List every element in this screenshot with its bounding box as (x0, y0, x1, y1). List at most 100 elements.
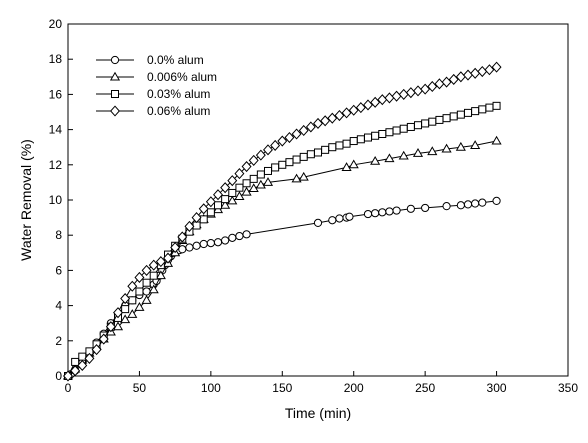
data-point (421, 203, 430, 213)
data-point (127, 280, 138, 292)
data-point (442, 114, 451, 123)
data-point (313, 218, 323, 227)
y-axis-title: Water Removal (%) (18, 139, 34, 261)
data-point (163, 252, 173, 264)
data-point (485, 103, 494, 112)
data-point (277, 135, 288, 147)
data-point (235, 231, 244, 241)
data-point (263, 144, 273, 156)
data-point (98, 333, 109, 345)
data-point (206, 239, 215, 248)
legend-label: 0.006% alum (147, 70, 217, 84)
y-tick-label: 16 (49, 87, 63, 101)
data-point (235, 183, 244, 192)
data-point (120, 314, 131, 324)
data-point (427, 146, 438, 156)
data-point (355, 102, 366, 114)
data-point (234, 168, 245, 180)
data-point (127, 309, 138, 318)
data-point (142, 278, 151, 287)
data-point (149, 271, 158, 280)
data-point (228, 233, 237, 242)
data-point (185, 243, 194, 252)
data-point (342, 139, 351, 148)
data-point (348, 159, 359, 169)
data-point (241, 161, 252, 173)
series-group (63, 61, 502, 382)
data-point (335, 214, 344, 223)
data-point (314, 148, 322, 157)
data-point (478, 198, 487, 207)
data-point (345, 212, 354, 221)
data-point (334, 109, 345, 122)
x-tick-label: 100 (201, 381, 221, 395)
data-point (348, 104, 359, 116)
data-point (220, 182, 231, 194)
legend-label: 0.03% alum (147, 87, 210, 101)
data-point (221, 236, 230, 245)
data-point (384, 92, 395, 104)
data-point (428, 117, 437, 126)
data-point (135, 287, 144, 296)
data-point (270, 139, 281, 151)
legend-label: 0.06% alum (147, 104, 210, 118)
x-tick-label: 300 (487, 381, 507, 395)
data-point (112, 321, 124, 331)
data-point (370, 155, 381, 165)
data-point (206, 208, 215, 217)
data-point (148, 259, 159, 271)
data-point (349, 137, 358, 146)
data-point (378, 208, 387, 217)
data-point (414, 121, 422, 130)
data-point (328, 216, 337, 225)
data-point (305, 121, 316, 133)
data-point (256, 170, 265, 179)
data-point (262, 177, 274, 186)
data-point (413, 85, 423, 97)
data-point (456, 201, 465, 210)
data-point (392, 126, 401, 135)
data-point (228, 188, 237, 197)
data-point (356, 135, 365, 144)
data-point (271, 163, 280, 172)
legend-marker (110, 105, 120, 117)
data-point (470, 140, 481, 149)
series-group (62, 135, 502, 380)
data-point (284, 131, 295, 144)
y-tick-label: 0 (55, 369, 62, 383)
data-point (321, 145, 330, 154)
data-point (435, 115, 444, 124)
data-point (477, 65, 488, 78)
data-point (427, 80, 438, 93)
data-point (456, 110, 465, 119)
data-point (199, 239, 208, 249)
x-tick-label: 0 (65, 381, 72, 395)
data-point (464, 108, 472, 117)
legend-label: 0.0% alum (147, 53, 204, 67)
data-point (191, 212, 202, 224)
y-tick-label: 14 (49, 123, 63, 137)
data-point (264, 166, 272, 175)
data-point (142, 287, 151, 296)
data-point (306, 150, 315, 159)
data-point (471, 107, 480, 116)
y-tick-label: 4 (55, 299, 62, 313)
data-point (341, 162, 352, 171)
data-point (285, 158, 294, 167)
data-point (405, 87, 416, 99)
data-point (170, 241, 181, 254)
data-point (313, 117, 323, 129)
data-point (391, 90, 402, 102)
data-point (198, 203, 209, 215)
x-tick-label: 200 (344, 381, 364, 395)
data-point (341, 107, 352, 119)
data-point (220, 199, 231, 209)
data-point (148, 284, 159, 294)
series-line (67, 66, 497, 377)
data-point (255, 179, 266, 189)
data-point (492, 101, 501, 110)
y-tick-label: 6 (55, 263, 62, 277)
data-point (234, 191, 245, 200)
legend: 0.0% alum 0.006% alum 0.03% alum 0.06% alum (96, 53, 217, 118)
